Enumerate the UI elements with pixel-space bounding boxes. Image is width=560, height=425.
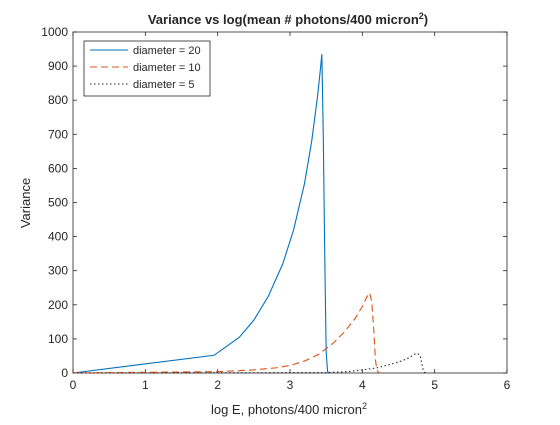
y-tick-label: 500 [48,196,68,210]
legend-label-1: diameter = 20 [133,45,201,57]
x-tick-label: 3 [287,378,294,392]
y-tick-label: 700 [48,127,68,141]
legend-label-3: diameter = 5 [133,79,194,91]
x-tick-label: 1 [142,378,149,392]
y-tick-label: 600 [48,161,68,175]
series-line-1 [72,54,330,374]
x-axis-label: log E, photons/400 micron2 [211,401,367,417]
y-axis-ticks: 0 100 200 300 400 500 600 700 800 900 1000 [41,25,507,380]
series-line-2 [72,291,381,374]
x-tick-label: 0 [70,378,77,392]
chart-title-sup: 2 [419,11,424,21]
y-tick-label: 400 [48,230,68,244]
x-tick-label: 5 [431,378,438,392]
x-tick-label: 2 [214,378,221,392]
x-tick-label: 4 [359,378,366,392]
y-axis-label: Variance [18,178,33,228]
y-tick-label: 100 [48,332,68,346]
y-tick-label: 200 [48,298,68,312]
x-axis-label-sup: 2 [362,401,367,411]
chart-title-main: Variance vs log(mean # photons/400 micro… [148,12,419,27]
legend: diameter = 20 diameter = 10 diameter = 5 [83,40,211,97]
x-tick-label: 6 [504,378,511,392]
y-tick-label: 300 [48,264,68,278]
y-tick-label: 900 [48,59,68,73]
series-layer [72,54,428,374]
y-tick-label: 0 [61,366,68,380]
chart-title: Variance vs log(mean # photons/400 micro… [148,11,428,27]
x-axis-ticks: 0 1 2 3 4 5 6 [70,32,511,392]
x-axis-label-main: log E, photons/400 micron [211,402,362,417]
y-tick-label: 800 [48,93,68,107]
chart-title-end: ) [424,12,428,27]
y-tick-label: 1000 [41,25,68,39]
legend-label-2: diameter = 10 [133,62,201,74]
